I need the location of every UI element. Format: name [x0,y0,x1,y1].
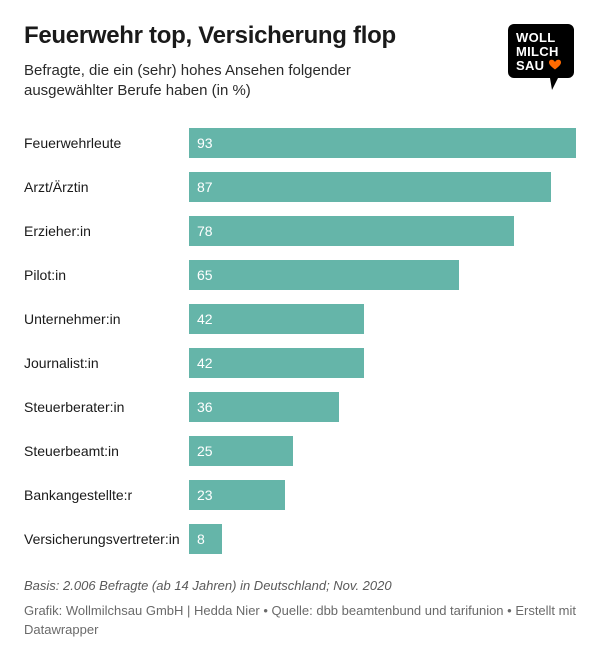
wollmilchsau-logo: WOLL MILCH SAU [506,22,576,92]
bar-value: 23 [197,487,213,503]
bar-track: 25 [189,436,576,466]
footer-basis: Basis: 2.006 Befragte (ab 14 Jahren) in … [24,577,576,596]
chart-title: Feuerwehr top, Versicherung flop [24,22,576,51]
bar-row: Bankangestellte:r 23 [24,473,576,517]
bar: 65 [189,260,459,290]
bar-chart: Feuerwehrleute 93 Arzt/Ärztin 87 Erzieher:in… [24,121,576,561]
bar-label: Unternehmer:in [24,311,189,327]
bar: 36 [189,392,339,422]
bar: 42 [189,348,364,378]
logo-line3: SAU [516,58,544,73]
bar-value: 78 [197,223,213,239]
chart-footer: Basis: 2.006 Befragte (ab 14 Jahren) in … [24,577,576,640]
bar: 25 [189,436,293,466]
bar-track: 8 [189,524,576,554]
chart-header: Feuerwehr top, Versicherung flop Befragt… [24,22,576,101]
bar-value: 87 [197,179,213,195]
bar-value: 42 [197,311,213,327]
bar-label: Steuerberater:in [24,399,189,415]
bar-label: Erzieher:in [24,223,189,239]
bar-label: Journalist:in [24,355,189,371]
bar-label: Feuerwehrleute [24,135,189,151]
bar-track: 65 [189,260,576,290]
bar-track: 42 [189,304,576,334]
bar: 42 [189,304,364,334]
chart-subtitle: Befragte, die ein (sehr) hohes Ansehen f… [24,61,444,102]
bar-row: Arzt/Ärztin 87 [24,165,576,209]
logo-line2: MILCH [516,44,559,59]
bar-label: Pilot:in [24,267,189,283]
bar-value: 42 [197,355,213,371]
bar-value: 36 [197,399,213,415]
bar-row: Feuerwehrleute 93 [24,121,576,165]
bar: 93 [189,128,576,158]
bar-track: 93 [189,128,576,158]
bar-label: Steuerbeamt:in [24,443,189,459]
bar-label: Versicherungsvertreter:in [24,531,189,547]
bar-value: 25 [197,443,213,459]
bar: 87 [189,172,551,202]
bar-track: 23 [189,480,576,510]
bar-row: Unternehmer:in 42 [24,297,576,341]
footer-credits: Grafik: Wollmilchsau GmbH | Hedda Nier •… [24,602,576,640]
bar-row: Pilot:in 65 [24,253,576,297]
bar: 78 [189,216,514,246]
bar-row: Steuerberater:in 36 [24,385,576,429]
bar: 23 [189,480,285,510]
bar-track: 87 [189,172,576,202]
bar-value: 93 [197,135,213,151]
bar-row: Journalist:in 42 [24,341,576,385]
bar-label: Bankangestellte:r [24,487,189,503]
bar: 8 [189,524,222,554]
bar-value: 65 [197,267,213,283]
bar-value: 8 [197,531,205,547]
bar-row: Erzieher:in 78 [24,209,576,253]
bar-track: 36 [189,392,576,422]
bar-track: 78 [189,216,576,246]
bar-track: 42 [189,348,576,378]
bar-row: Steuerbeamt:in 25 [24,429,576,473]
logo-line1: WOLL [516,30,555,45]
bar-label: Arzt/Ärztin [24,179,189,195]
bar-row: Versicherungsvertreter:in 8 [24,517,576,561]
